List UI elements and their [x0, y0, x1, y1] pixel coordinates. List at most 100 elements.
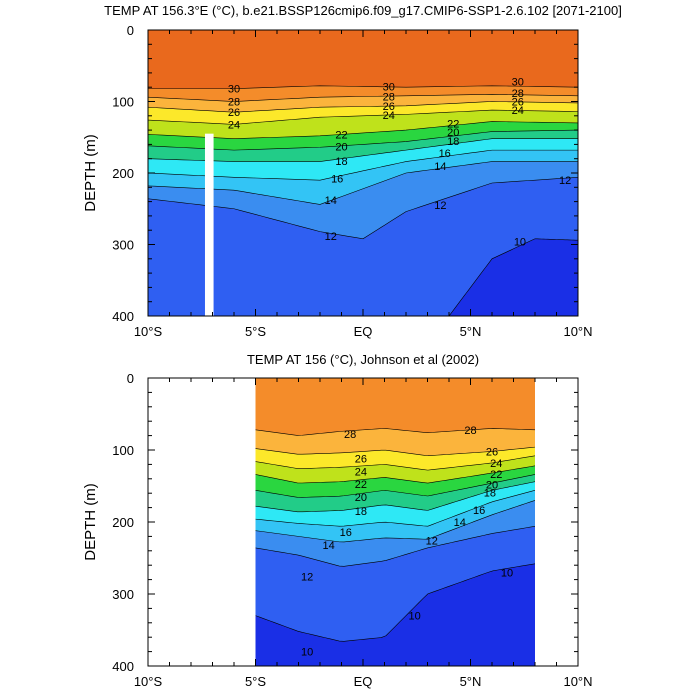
contour-line-24: [148, 109, 578, 125]
y-tick-label-1: 0: [127, 23, 134, 38]
y-axis-label: DEPTH (m): [82, 483, 99, 561]
contour-line-20: [255, 474, 535, 498]
contour-line-26: [148, 101, 578, 113]
y-tick-label-3: 200: [112, 166, 134, 181]
contour-line-20: [148, 129, 578, 151]
contour-fill-group: [255, 378, 535, 666]
contour-label-14-1: 14: [325, 195, 337, 207]
y-tick-label-2: 100: [112, 95, 134, 110]
contour-label-18-1: 18: [355, 506, 367, 518]
contour-label-26-2: 26: [383, 101, 395, 113]
contour-line-14: [148, 161, 578, 205]
contour-label-24-1: 24: [228, 119, 240, 131]
y-axis-label: DEPTH (m): [82, 134, 99, 212]
y-tick-label-1: 0: [127, 371, 134, 386]
contour-label-10-3: 10: [501, 567, 513, 579]
contour-label-12-1: 12: [301, 572, 313, 584]
contour-label-28-2: 28: [383, 91, 395, 103]
contour-line-16: [255, 490, 535, 527]
contour-label-16-2: 16: [473, 505, 485, 517]
chart-panel-2: 28 28262624242222202018181616141412121010…: [82, 352, 593, 689]
x-tick-label-1: 10°S: [134, 674, 163, 689]
y-tick-label-2: 100: [112, 443, 134, 458]
contour-line-30: [148, 85, 578, 89]
contour-label-12-1: 12: [325, 231, 337, 243]
contour-label-12-2: 12: [434, 200, 446, 212]
contour-label-18-2: 18: [447, 136, 459, 148]
x-tick-label-2: 5°S: [245, 324, 266, 339]
contour-label-28-1: 28: [344, 429, 356, 441]
y-tick-label-4: 300: [112, 587, 134, 602]
contour-label-28-3: 28: [512, 88, 524, 100]
contour-label-24-1: 24: [355, 467, 367, 479]
missing-data-gap: [204, 133, 214, 316]
contour-label-14-1: 14: [322, 540, 334, 552]
contour-label-20-1: 20: [355, 492, 367, 504]
contour-line-26: [255, 446, 535, 457]
contour-label-22-1: 22: [355, 479, 367, 491]
x-tick-label-1: 10°S: [134, 324, 163, 339]
contour-label-18-1: 18: [335, 156, 347, 168]
contour-line-18: [255, 481, 535, 513]
contour-label-24-2: 24: [383, 110, 395, 122]
contour-line-22: [255, 465, 535, 484]
chart-title: TEMP AT 156 (°C), Johnson et al (2002): [247, 352, 479, 367]
contour-band-30: [148, 30, 578, 89]
contour-line-18: [148, 138, 578, 162]
contour-label-26-1: 26: [228, 107, 240, 119]
x-tick-label-4: 5°N: [460, 324, 482, 339]
contour-band-28: [255, 378, 535, 436]
contour-label-22-1: 22: [335, 129, 347, 141]
contour-label-24-2: 24: [490, 458, 502, 470]
contour-label-24-3: 24: [512, 105, 524, 117]
contour-label-22-2: 22: [490, 469, 502, 481]
y-tick-label-3: 200: [112, 515, 134, 530]
contour-label-20-2: 20: [447, 127, 459, 139]
contour-fill-group: [148, 30, 578, 316]
contour-label-16-1: 16: [331, 174, 343, 186]
contour-label-20-1: 20: [335, 142, 347, 154]
contour-label-12-2: 12: [426, 536, 438, 548]
contour-line-12: [148, 176, 578, 240]
y-tick-label-5: 400: [112, 659, 134, 674]
x-tick-label-3: EQ: [354, 324, 373, 339]
contour-label-16-2: 16: [439, 148, 451, 160]
contour-label-28-1: 28: [228, 97, 240, 109]
contour-line-14: [255, 500, 535, 543]
contour-label-28-2: 28: [464, 425, 476, 437]
contour-label-26-1: 26: [355, 454, 367, 466]
contour-label-10-1: 10: [514, 237, 526, 249]
contour-label-30-3: 30: [512, 76, 524, 88]
contour-line-12: [255, 526, 535, 567]
chart-title: TEMP AT 156.3°E (°C), b.e21.BSSP126cmip6…: [104, 3, 622, 18]
y-tick-label-5: 400: [112, 309, 134, 324]
x-tick-label-4: 5°N: [460, 674, 482, 689]
contour-label-30-2: 30: [383, 81, 395, 93]
contour-label-22-2: 22: [447, 119, 459, 131]
contour-label-14-2: 14: [434, 161, 446, 173]
contour-label-10-2: 10: [408, 611, 420, 623]
contour-label-26-2: 26: [486, 446, 498, 458]
contour-line-28: [148, 94, 578, 102]
contour-label-16-1: 16: [340, 527, 352, 539]
x-tick-label-5: 10°N: [563, 324, 592, 339]
contour-label-18-2: 18: [484, 487, 496, 499]
contour-line-24: [255, 455, 535, 471]
contour-line-28: [255, 428, 535, 436]
y-tick-label-4: 300: [112, 238, 134, 253]
contour-line-16: [148, 149, 578, 181]
x-tick-label-5: 10°N: [563, 674, 592, 689]
contour-label-12-3: 12: [559, 175, 571, 187]
contour-label-14-2: 14: [454, 517, 466, 529]
contour-line-10: [448, 238, 578, 316]
contour-label-10-1: 10: [301, 647, 313, 659]
x-tick-label-3: EQ: [354, 674, 373, 689]
contour-label-26-3: 26: [512, 97, 524, 109]
contour-line-22: [148, 121, 578, 139]
contour-label-20-2: 20: [486, 480, 498, 492]
contour-label-30-1: 30: [228, 84, 240, 96]
contour-line-10: [255, 563, 535, 642]
x-tick-label-2: 5°S: [245, 674, 266, 689]
